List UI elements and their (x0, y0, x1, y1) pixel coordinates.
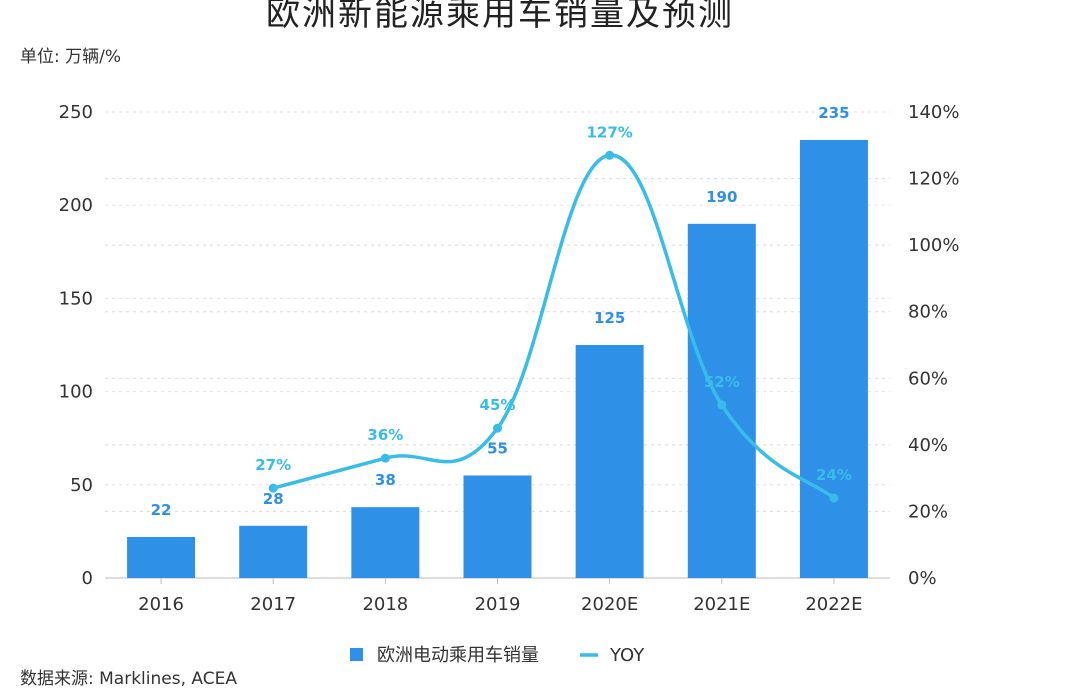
right-tick-label: 60% (908, 368, 948, 389)
right-tick-label: 80% (908, 302, 948, 323)
bar-value-label: 125 (594, 309, 625, 327)
bar (463, 475, 532, 578)
right-tick-label: 100% (908, 235, 959, 256)
yoy-point (717, 400, 727, 410)
yoy-value-label: 52% (704, 373, 740, 391)
unit-label: 单位: 万辆/% (20, 47, 122, 67)
left-tick-label: 0 (82, 568, 93, 589)
yoy-point (605, 150, 615, 160)
x-tick-label: 2017 (250, 594, 296, 615)
x-tick-label: 2019 (475, 594, 521, 615)
yoy-value-label: 27% (255, 456, 291, 474)
left-tick-label: 250 (59, 102, 93, 123)
bar (351, 507, 420, 578)
right-tick-label: 20% (908, 501, 948, 522)
bar-value-label: 28 (263, 490, 284, 508)
chart-title: 欧洲新能源乘用车销量及预测 (266, 0, 734, 34)
x-tick-label: 2018 (362, 594, 408, 615)
bar (127, 536, 196, 578)
yoy-point (829, 493, 839, 503)
bar-value-label: 55 (487, 439, 508, 457)
yoy-value-label: 36% (367, 426, 403, 444)
left-tick-label: 200 (59, 195, 93, 216)
yoy-value-label: 24% (816, 466, 852, 484)
bar-value-label: 38 (375, 471, 396, 489)
legend-bar-swatch (350, 648, 363, 661)
x-tick-label: 2016 (138, 594, 184, 615)
legend-bar-label: 欧洲电动乘用车销量 (377, 645, 539, 666)
bar-value-label: 22 (151, 501, 172, 519)
left-tick-label: 100 (59, 382, 93, 403)
left-tick-label: 150 (59, 288, 93, 309)
left-tick-label: 50 (70, 475, 93, 496)
yoy-value-label: 45% (480, 396, 516, 414)
bar (239, 525, 308, 578)
right-tick-label: 140% (908, 102, 959, 123)
yoy-point (493, 423, 502, 433)
yoy-point (380, 453, 390, 463)
x-tick-label: 2022E (805, 594, 862, 615)
bar (575, 345, 644, 578)
yoy-point (268, 483, 278, 493)
x-tick-label: 2021E (693, 594, 750, 615)
bar-value-label: 190 (706, 188, 737, 206)
bar-value-label: 235 (818, 104, 849, 122)
source-note: 数据来源: Marklines, ACEA (20, 669, 237, 689)
right-tick-label: 0% (908, 568, 937, 589)
right-tick-label: 40% (908, 435, 948, 456)
legend-line-label: YOY (609, 645, 645, 666)
x-tick-label: 2020E (581, 594, 638, 615)
right-tick-label: 120% (908, 169, 959, 190)
bar (799, 139, 868, 578)
yoy-value-label: 127% (586, 123, 632, 141)
